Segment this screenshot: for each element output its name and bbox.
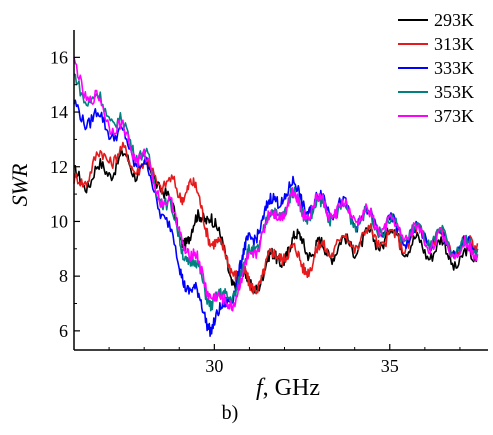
legend-label-353K: 353K — [434, 82, 474, 102]
ticks: 6 8 10 12 14 16 30 35 — [50, 47, 461, 376]
axes — [73, 30, 488, 351]
y-tick-label: 14 — [50, 102, 68, 122]
y-tick-label: 6 — [59, 321, 68, 341]
legend-label-293K: 293K — [434, 10, 474, 30]
y-axis-label: SWR — [7, 163, 32, 206]
y-tick-label: 16 — [50, 47, 68, 67]
series-line-293K — [73, 148, 479, 294]
legend-label-333K: 333K — [434, 58, 474, 78]
legend-label-313K: 313K — [434, 34, 474, 54]
y-tick-label: 10 — [50, 211, 68, 231]
x-axis-label-unit: , GHz — [263, 375, 320, 400]
x-axis-label: f, GHz — [256, 375, 320, 400]
legend: 293K 313K 333K 353K 373K — [398, 10, 474, 126]
series-line-373K — [73, 57, 479, 312]
panel-label: b) — [221, 402, 239, 424]
legend-label-373K: 373K — [434, 106, 474, 126]
series-line-313K — [73, 141, 479, 295]
y-tick-label: 12 — [50, 157, 68, 177]
y-tick-label: 8 — [59, 266, 68, 286]
x-tick-label: 30 — [205, 356, 223, 376]
x-tick-label: 35 — [381, 356, 399, 376]
x-axis-label-symbol: f — [256, 375, 266, 400]
series-line-353K — [73, 73, 479, 312]
plot-lines — [73, 57, 479, 338]
